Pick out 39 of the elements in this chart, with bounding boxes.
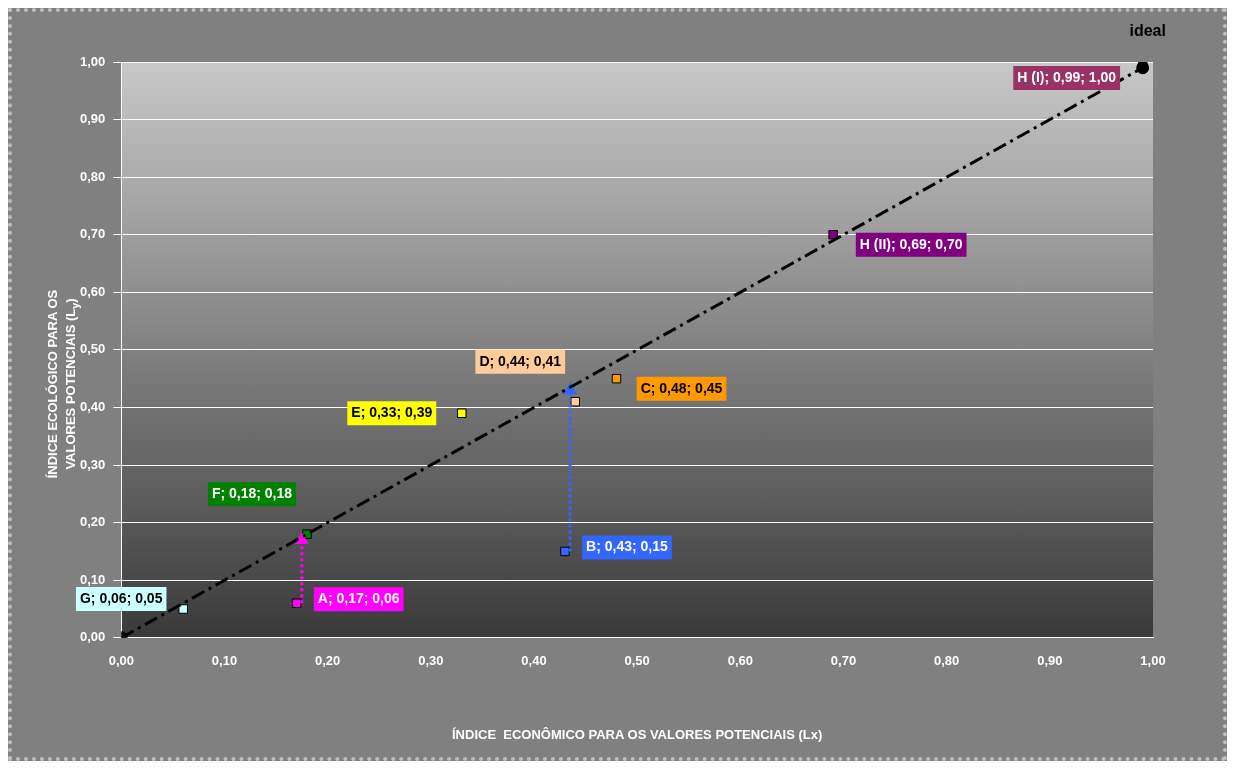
y-tick-label: 0,30 (79, 456, 106, 472)
x-tick-label: 0,60 (727, 653, 753, 669)
point (570, 396, 580, 407)
x-axis-title: ÍNDICE ECONÔMICO PARA OS VALORES POTENCIAIS (Lx) (452, 726, 823, 742)
x-tick-label: 0,50 (624, 653, 650, 669)
x-tick-label: 0,70 (830, 653, 857, 669)
data-label: D; 0,44; 0,41 (479, 352, 562, 369)
data-label: B; 0,43; 0,15 (586, 538, 668, 555)
x-tick-label: 0,30 (418, 653, 444, 669)
y-tick-label: 0,60 (79, 283, 106, 299)
point (457, 408, 467, 418)
x-tick-label: 0,10 (211, 653, 238, 669)
y-tick-label: 0,10 (79, 571, 106, 587)
data-label: F; 0,18; 0,18 (211, 485, 293, 502)
y-tick-label: 0,90 (79, 111, 106, 127)
x-tick-label: 0,40 (521, 653, 547, 669)
annotation: ideal (1129, 22, 1166, 40)
y-tick-label: 0,70 (79, 226, 106, 242)
data-label: H (I); 0,99; 1,00 (1017, 68, 1117, 85)
x-tick-label: 0,00 (108, 653, 134, 669)
data-label: E; 0,33; 0,39 (351, 404, 433, 421)
point (178, 604, 188, 614)
y-tick-label: 0,50 (79, 341, 106, 357)
point (611, 373, 622, 384)
data-label: A; 0,17; 0,06 (317, 590, 400, 607)
point (1136, 62, 1150, 75)
y-tick-label: 0,80 (79, 168, 106, 184)
x-tick-label: 1,00 (1140, 653, 1166, 669)
data-label: G; 0,06; 0,05 (79, 589, 163, 606)
data-label: C; 0,48; 0,45 (640, 379, 723, 396)
y-tick-label: 0,40 (79, 399, 106, 415)
y-tick-label: 0,20 (79, 514, 106, 530)
point (828, 230, 838, 240)
y-tick-label: 0,00 (79, 629, 106, 645)
x-tick-label: 0,20 (314, 653, 341, 669)
x-tick-label: 0,90 (1037, 653, 1063, 669)
y-tick-label: 1,00 (79, 53, 106, 69)
data-label: H (II); 0,69; 0,70 (859, 235, 963, 252)
x-tick-label: 0,80 (934, 653, 960, 669)
